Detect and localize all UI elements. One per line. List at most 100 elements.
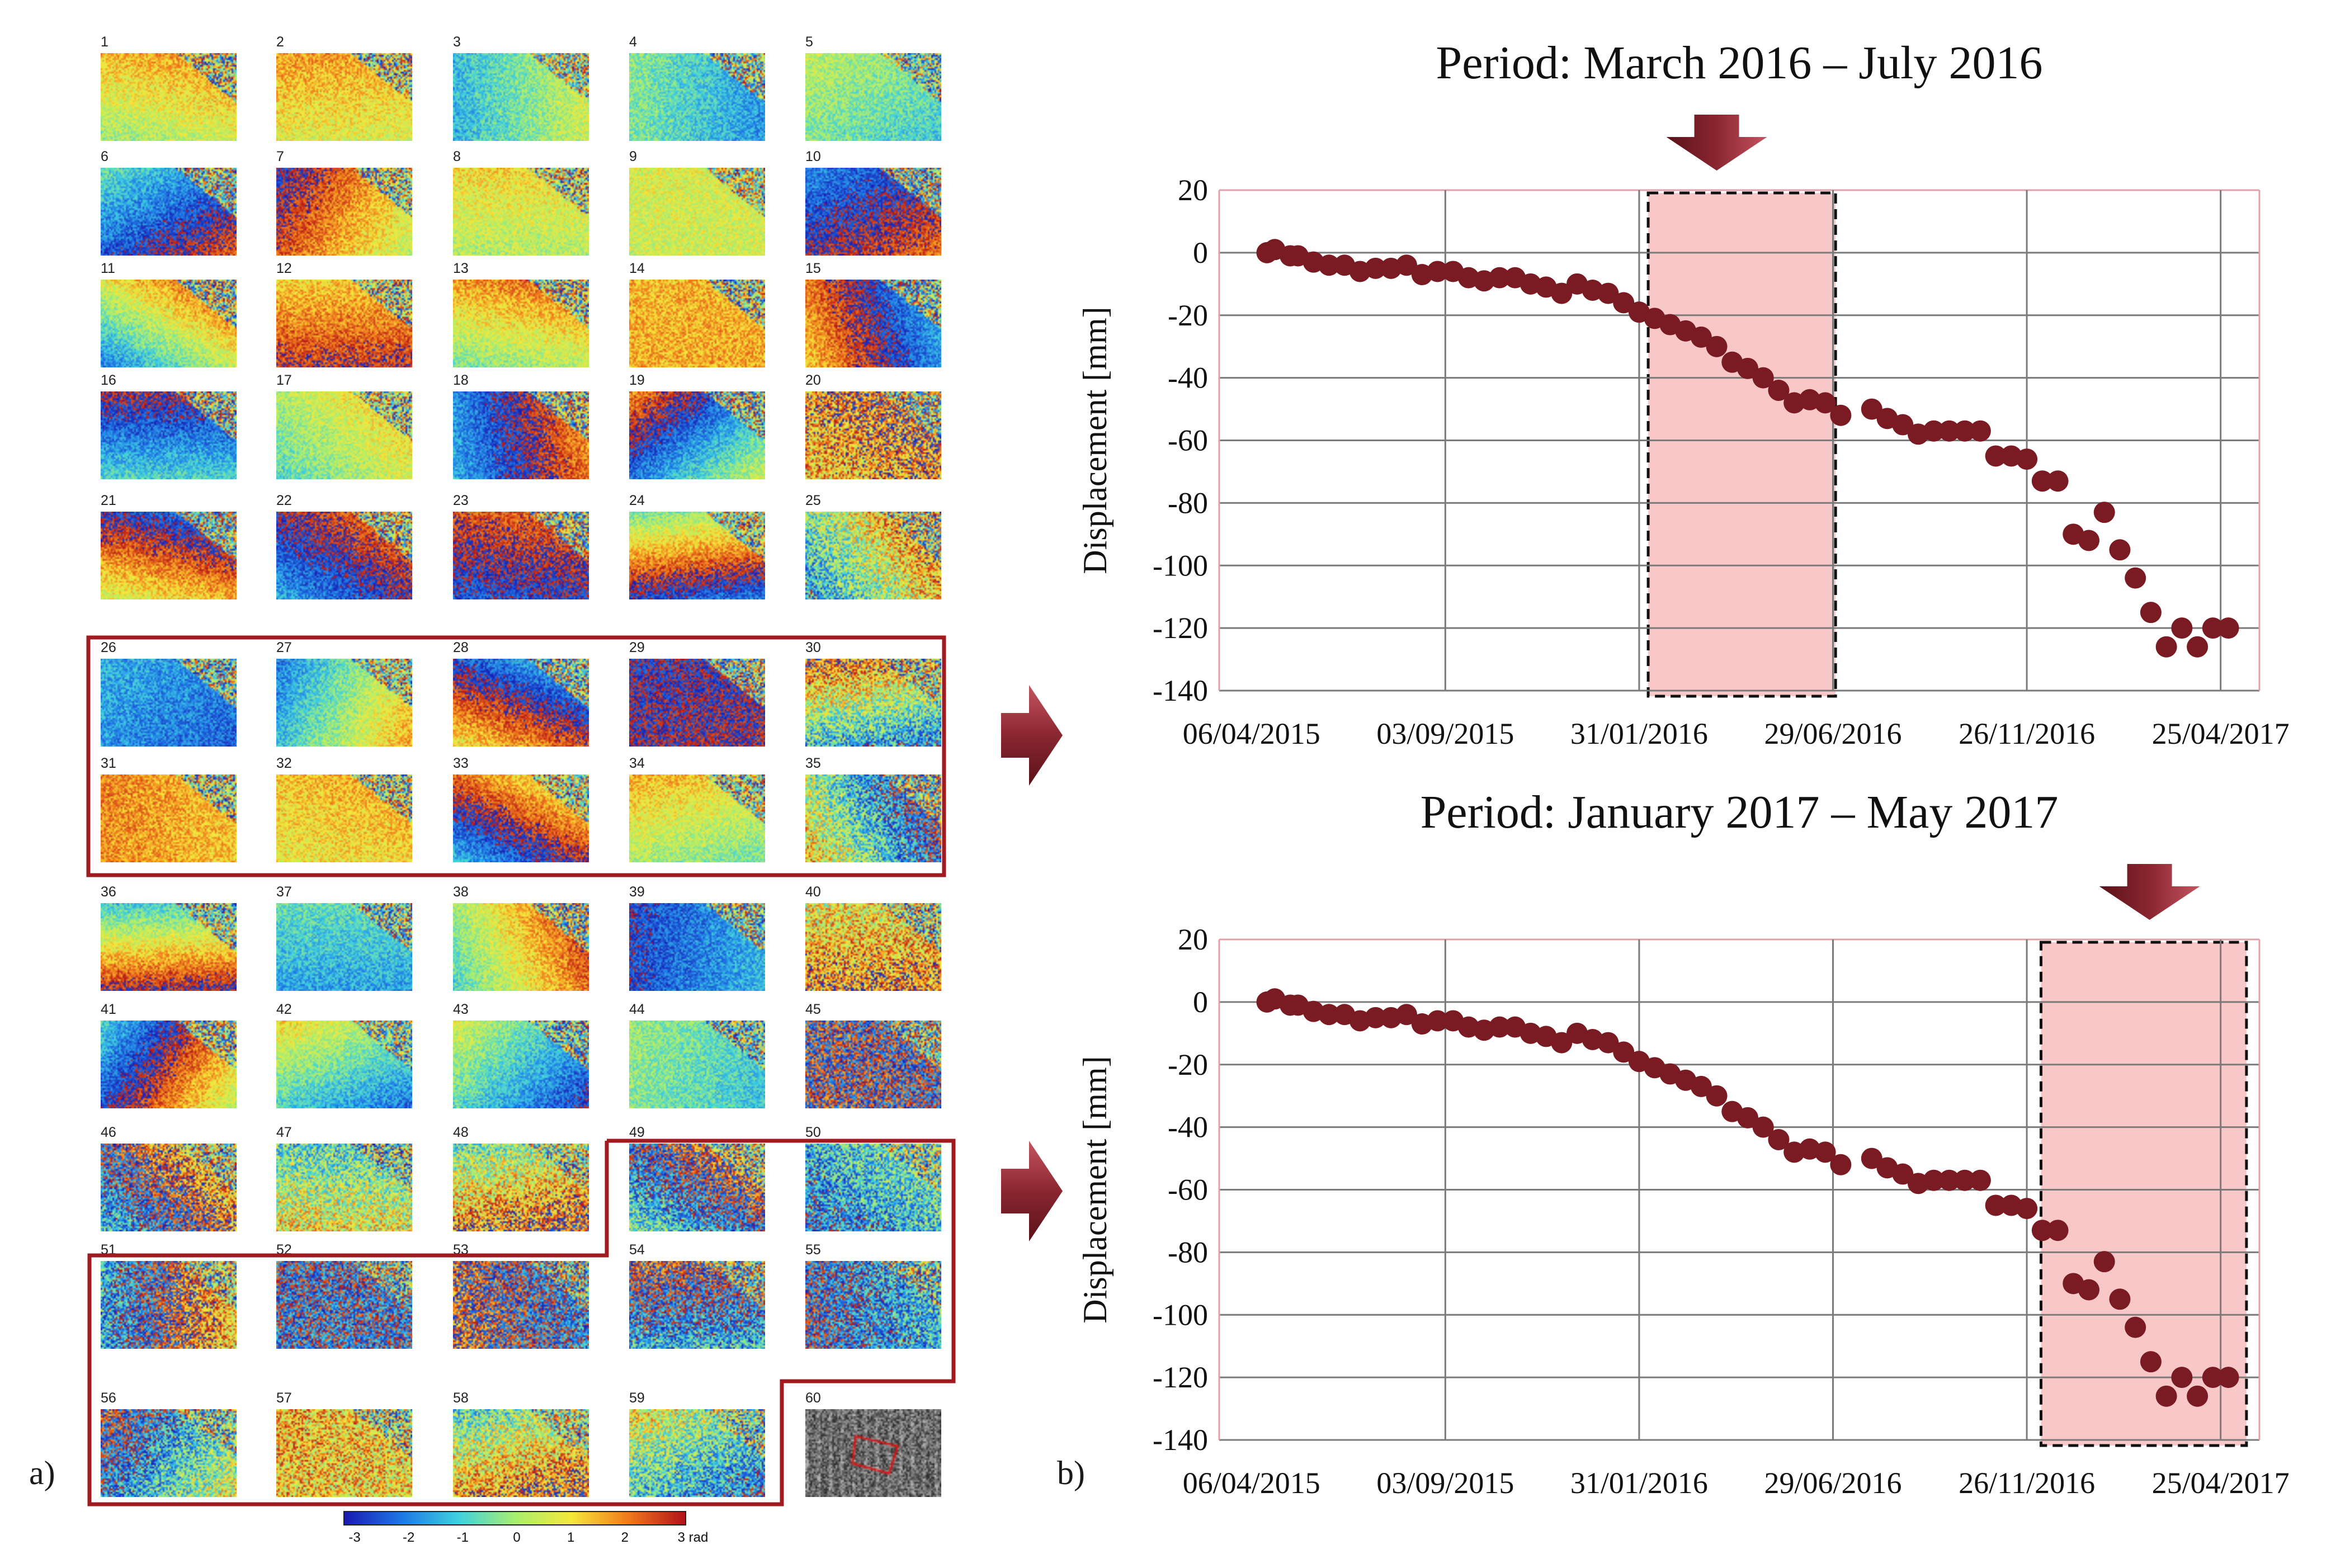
data-point — [2031, 470, 2053, 492]
data-point — [1830, 1154, 1852, 1175]
data-point — [2171, 1367, 2193, 1388]
data-point — [1985, 445, 2007, 467]
data-point — [2047, 470, 2069, 492]
data-point — [1706, 1085, 1728, 1107]
data-point — [1613, 1041, 1635, 1063]
y-tick-label: -100 — [1153, 1298, 1208, 1331]
data-point — [1938, 1169, 1960, 1191]
interferogram-tile — [276, 1021, 412, 1108]
data-point — [1923, 420, 1945, 442]
tile-number: 54 — [629, 1242, 645, 1258]
interferogram-tile — [101, 512, 237, 599]
interferogram-tile — [101, 391, 237, 479]
tile-number: 45 — [805, 1002, 821, 1017]
interferogram-tile — [453, 1261, 589, 1349]
data-point — [1768, 1129, 1790, 1150]
interferogram-tile — [629, 1021, 765, 1108]
chart-title: Period: March 2016 – July 2016 — [1436, 37, 2043, 89]
interferogram-tile — [453, 391, 589, 479]
tile-number: 56 — [101, 1390, 116, 1406]
tile-number: 28 — [453, 640, 469, 655]
interferogram-tile — [276, 1261, 412, 1349]
y-tick-label: -100 — [1153, 549, 1208, 582]
tile-number: 32 — [276, 755, 292, 771]
y-axis-label: Displacement [mm] — [1077, 1056, 1113, 1323]
highlight-box-tiles-26-35 — [86, 635, 946, 877]
interferogram-tile — [629, 903, 765, 991]
data-point — [2187, 636, 2209, 658]
tile-number: 38 — [453, 884, 469, 900]
panel-a-label: a) — [29, 1454, 55, 1491]
y-axis-label: Displacement [mm] — [1077, 306, 1113, 574]
data-point — [2078, 1279, 2100, 1301]
tile-number: 42 — [276, 1002, 292, 1017]
data-point — [1427, 1010, 1448, 1032]
tile-number: 26 — [101, 640, 116, 655]
data-point — [2140, 1351, 2162, 1373]
data-point — [2217, 1367, 2239, 1388]
colorbar-tick-label: 2 — [621, 1530, 629, 1545]
interferogram-tile — [453, 1021, 589, 1108]
x-tick-label: 25/04/2017 — [2152, 1466, 2290, 1500]
tile-number: 37 — [276, 884, 292, 900]
x-tick-label: 06/04/2015 — [1183, 717, 1320, 750]
tile-number: 18 — [453, 372, 469, 388]
data-point — [2171, 617, 2193, 639]
tile-number: 12 — [276, 261, 292, 276]
data-point — [1861, 1147, 1882, 1169]
y-tick-label: -140 — [1153, 1423, 1208, 1457]
data-point — [2125, 1316, 2146, 1338]
data-point — [1923, 1169, 1945, 1191]
tile-number: 58 — [453, 1390, 469, 1406]
y-tick-label: -120 — [1153, 1361, 1208, 1394]
interferogram-tile — [276, 1144, 412, 1231]
y-tick-label: -60 — [1168, 424, 1208, 457]
interferogram-tile — [805, 53, 941, 141]
tile-number: 60 — [805, 1390, 821, 1406]
tile-number: 30 — [805, 640, 821, 655]
interferogram-tile — [276, 1409, 412, 1497]
tile-number: 14 — [629, 261, 645, 276]
data-point — [1365, 1007, 1386, 1028]
tile-number: 50 — [805, 1125, 821, 1140]
tile-number: 33 — [453, 755, 469, 771]
interferogram-tile — [453, 280, 589, 367]
x-tick-label: 29/06/2016 — [1764, 1466, 1902, 1500]
tile-number: 31 — [101, 755, 116, 771]
data-point — [1706, 336, 1728, 357]
interferogram-tile — [629, 1409, 765, 1497]
data-point — [1892, 1163, 1914, 1185]
interferogram-tile — [101, 659, 237, 747]
displacement-chart-top: Period: March 2016 – July 2016 20 0 -20 -40 -… — [1077, 37, 2290, 750]
interferogram-tile — [453, 1144, 589, 1231]
data-point — [1489, 267, 1511, 289]
data-point — [1814, 392, 1836, 414]
tile-number: 48 — [453, 1125, 469, 1140]
interferogram-tile — [453, 53, 589, 141]
data-point — [1737, 357, 1759, 379]
interferogram-tile — [629, 280, 765, 367]
interferogram-grid-panel: 1 2 3 4 5 6 7 8 9 10 11 12 13 14 15 16 17 18 19 20 21 22 23 24 2… — [0, 0, 984, 1568]
tile-number: 7 — [276, 149, 284, 164]
x-tick-label: 29/06/2016 — [1764, 717, 1902, 750]
tile-number: 10 — [805, 149, 821, 164]
tile-number: 55 — [805, 1242, 821, 1258]
data-point — [2093, 502, 2115, 523]
interferogram-tile — [629, 774, 765, 862]
interferogram-tile — [805, 1261, 941, 1349]
tile-number: 1 — [101, 34, 108, 50]
tile-number: 16 — [101, 372, 116, 388]
data-point — [1861, 398, 1882, 420]
data-point — [1690, 1075, 1712, 1097]
data-point — [1830, 404, 1852, 426]
tile-number: 25 — [805, 493, 821, 508]
y-tick-label: 0 — [1193, 985, 1208, 1019]
colorbar — [343, 1511, 686, 1526]
interferogram-tile — [629, 168, 765, 256]
data-point — [1768, 380, 1790, 401]
highlight-outlines — [86, 635, 956, 1506]
data-point — [1814, 1141, 1836, 1163]
y-tick-label: -120 — [1153, 611, 1208, 645]
y-tick-label: 20 — [1178, 923, 1208, 956]
data-point — [1597, 282, 1619, 304]
